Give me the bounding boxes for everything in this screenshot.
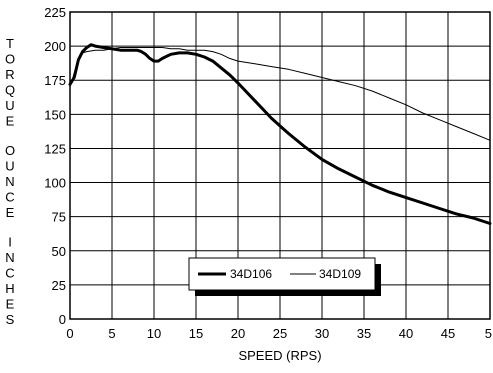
- plot-frame: [69, 11, 491, 320]
- y-tick-label: 25: [52, 278, 66, 293]
- y-tick-label: 175: [44, 73, 66, 88]
- legend: 34D106 34D109: [188, 257, 381, 296]
- legend-box: [188, 257, 376, 291]
- y-axis-tick-labels: 0 25 50 75 100 125 150 175 200 225: [44, 5, 66, 327]
- x-tick-label: 10: [147, 326, 161, 341]
- x-tick-label: 20: [231, 326, 245, 341]
- y-tick-label: 0: [59, 312, 66, 327]
- x-tick-label: 0: [66, 326, 73, 341]
- y-axis-title-letter: E: [6, 114, 15, 129]
- y-axis-title-letter: U: [5, 98, 14, 113]
- y-axis-title-letter: H: [5, 281, 14, 296]
- series-line-34d109: [69, 47, 491, 141]
- y-axis-title-letter: I: [8, 235, 12, 250]
- y-axis-title-letter: S: [6, 312, 15, 327]
- x-tick-label: 30: [315, 326, 329, 341]
- y-axis-title-letter: T: [6, 36, 14, 51]
- y-axis-title-letter: U: [5, 159, 14, 174]
- x-tick-label: 5: [108, 326, 115, 341]
- y-tick-label: 125: [44, 141, 66, 156]
- x-tick-label: 5: [485, 326, 492, 341]
- y-tick-label: 75: [52, 210, 66, 225]
- y-axis-title-letter: O: [5, 143, 15, 158]
- x-tick-label: 25: [273, 326, 287, 341]
- y-axis-title-letter: N: [5, 250, 14, 265]
- y-axis-title-letter: R: [5, 67, 14, 82]
- y-tick-label: 100: [44, 176, 66, 191]
- x-axis-title: SPEED (RPS): [238, 348, 321, 363]
- legend-label-34d109: 34D109: [319, 267, 361, 281]
- x-tick-label: 15: [189, 326, 203, 341]
- y-axis-title-letter: Q: [5, 83, 15, 98]
- x-tick-label: 40: [399, 326, 413, 341]
- y-axis-title-letter: C: [5, 266, 14, 281]
- x-tick-label: 45: [441, 326, 455, 341]
- x-tick-label: 35: [357, 326, 371, 341]
- series-line-34d106: [68, 43, 492, 225]
- y-tick-label: 150: [44, 107, 66, 122]
- y-axis-title-letter: N: [5, 174, 14, 189]
- y-tick-label: 200: [44, 39, 66, 54]
- y-tick-label: 50: [52, 244, 66, 259]
- x-axis-tick-labels: 0 5 10 15 20 25 30 35 40 45 5: [66, 326, 492, 341]
- y-tick-label: 225: [44, 5, 66, 20]
- y-axis-title-letter: O: [5, 52, 15, 67]
- legend-label-34d106: 34D106: [230, 267, 272, 281]
- y-axis-title-letter: E: [6, 205, 15, 220]
- y-axis-title-letter: C: [5, 190, 14, 205]
- series-layer: [68, 43, 492, 225]
- y-axis-title-letter: E: [6, 297, 15, 312]
